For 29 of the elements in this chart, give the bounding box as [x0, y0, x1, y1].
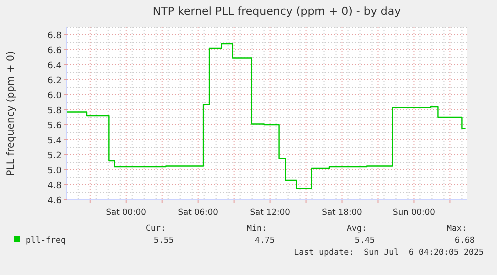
x-tick-label: Sun 00:00 — [393, 207, 436, 217]
y-tick-label: 5.2 — [48, 152, 62, 162]
x-tick-label: Sat 06:00 — [178, 207, 218, 217]
y-axis-title: PLL frequency (ppm + 0) — [6, 51, 17, 176]
y-tick-label: 6.2 — [48, 76, 62, 86]
text: Cur: — [146, 223, 166, 233]
x-tick-label: Sat 12:00 — [250, 207, 290, 217]
y-tick-label: 5.4 — [48, 136, 62, 146]
y-tick-label: 4.8 — [48, 182, 62, 192]
x-tick-label: Sat 18:00 — [322, 207, 362, 217]
legend-label: pll-freq — [26, 235, 66, 245]
text: Min: — [247, 223, 267, 233]
text: 6.68 — [455, 235, 475, 245]
y-tick-label: 6.0 — [48, 92, 62, 102]
y-tick-label: 6.6 — [48, 46, 62, 56]
y-tick-label: 5.8 — [48, 106, 62, 116]
y-tick-label: 6.4 — [48, 62, 62, 72]
text: Last update: Sun Jul 6 04:20:05 2025 — [294, 247, 484, 257]
text: Max: — [447, 223, 467, 233]
y-tick-label: 5.0 — [48, 166, 62, 176]
text: Avg: — [347, 223, 367, 233]
y-tick-label: 4.6 — [48, 196, 62, 206]
y-tick-label: 5.6 — [48, 122, 62, 132]
text: 4.75 — [255, 235, 275, 245]
chart-title: NTP kernel PLL frequency (ppm + 0) - by day — [152, 5, 402, 18]
x-tick-label: Sat 00:00 — [106, 207, 146, 217]
text: 5.55 — [154, 235, 174, 245]
y-tick-label: 6.8 — [48, 32, 62, 42]
text: 5.45 — [355, 235, 375, 245]
